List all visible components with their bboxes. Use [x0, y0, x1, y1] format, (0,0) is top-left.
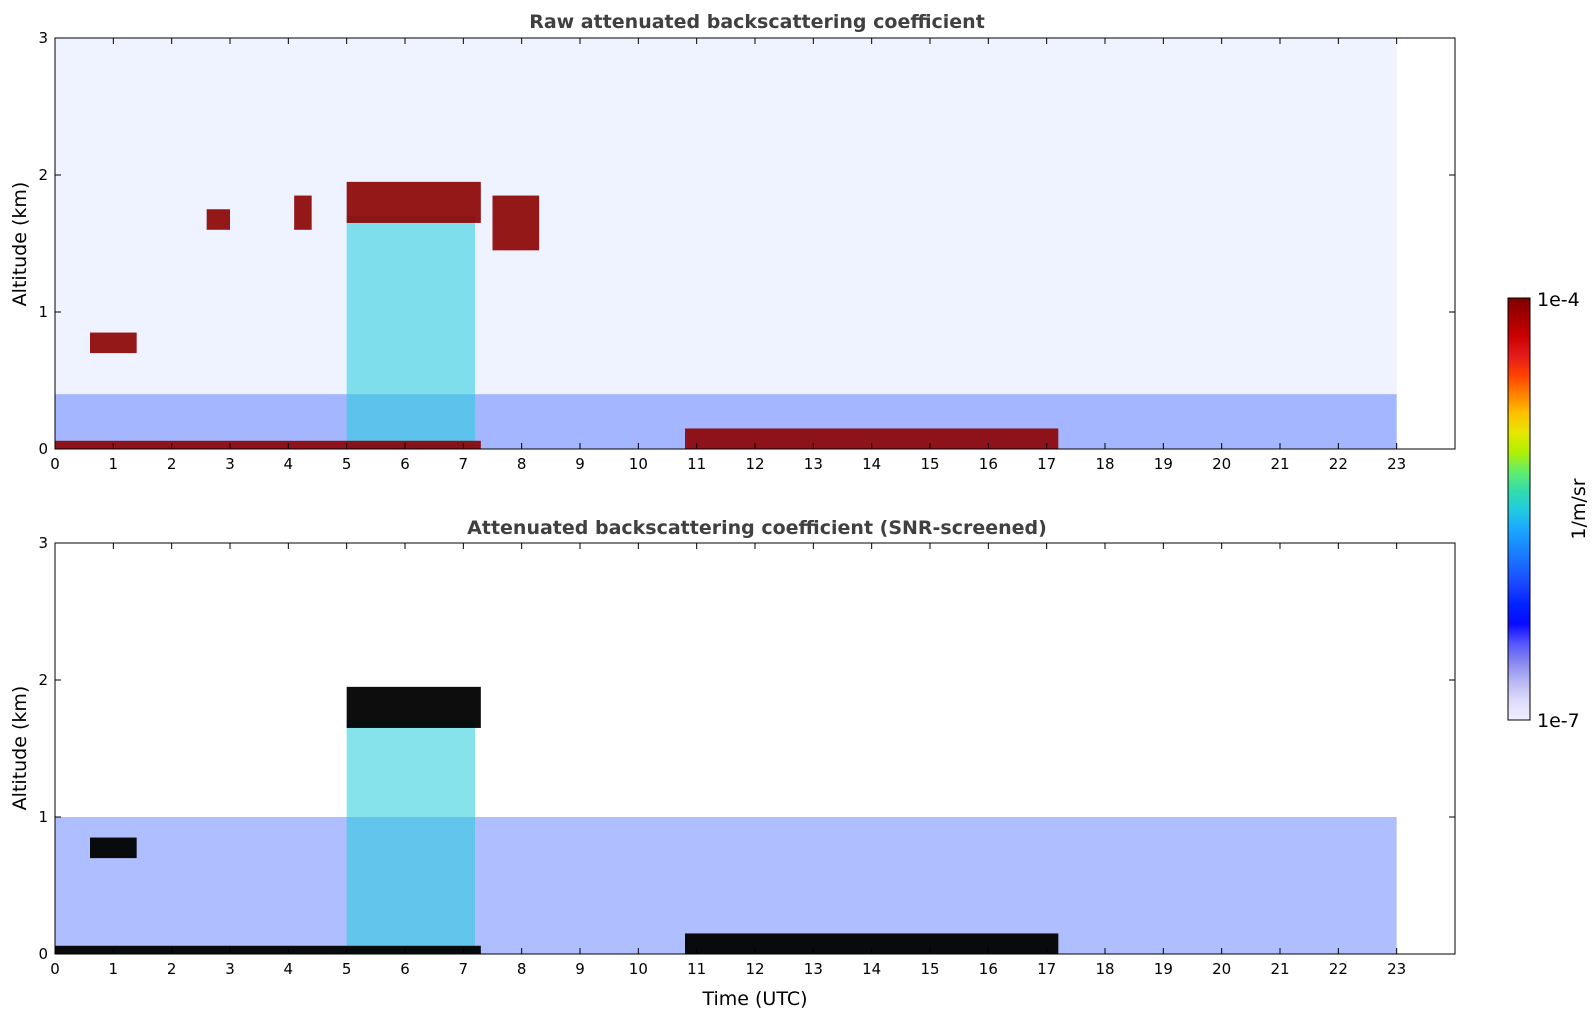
x-tick-label: 6	[400, 455, 410, 473]
x-tick-label: 20	[1212, 455, 1231, 473]
cloud-region	[90, 332, 137, 354]
x-tick-label: 22	[1329, 455, 1348, 473]
precipitation-region	[346, 216, 475, 449]
y-tick-label: 3	[38, 29, 48, 47]
x-tick-label: 0	[50, 960, 60, 978]
x-tick-label: 23	[1387, 960, 1406, 978]
x-tick-label: 21	[1270, 455, 1289, 473]
x-tick-label: 18	[1095, 455, 1114, 473]
x-tick-label: 3	[225, 960, 235, 978]
x-tick-label: 2	[167, 455, 177, 473]
x-tick-label: 16	[979, 455, 998, 473]
cloud-region	[346, 181, 481, 223]
data-coverage-region	[55, 38, 1397, 449]
screened-y-axis-label: Altitude (km)	[9, 686, 31, 811]
x-tick-label: 19	[1154, 960, 1173, 978]
x-tick-label: 16	[979, 960, 998, 978]
screened-panel-title: Attenuated backscattering coefficient (S…	[467, 517, 1047, 539]
screened-panel: Attenuated backscattering coefficient (S…	[9, 517, 1456, 1010]
screened-y-ticks: 0 1 2 3	[38, 534, 1455, 963]
y-tick-label: 3	[38, 534, 48, 552]
colorbar-bottom-label: 1e-7	[1537, 710, 1580, 732]
x-tick-label: 4	[284, 455, 294, 473]
y-tick-label: 0	[38, 440, 48, 458]
raw-y-axis-label: Altitude (km)	[9, 182, 31, 307]
cloud-region	[206, 209, 230, 230]
raw-panel: Raw attenuated backscattering coefficien…	[9, 11, 1456, 473]
y-tick-label: 2	[38, 671, 48, 689]
x-tick-label: 8	[517, 455, 527, 473]
x-tick-label: 23	[1387, 455, 1406, 473]
x-tick-label: 12	[745, 455, 764, 473]
x-tick-label: 11	[687, 960, 706, 978]
x-tick-label: 5	[342, 960, 352, 978]
boundary-layer-region	[55, 817, 1397, 954]
x-tick-label: 21	[1270, 960, 1289, 978]
colorbar-top-label: 1e-4	[1537, 289, 1580, 311]
x-tick-label: 19	[1154, 455, 1173, 473]
x-tick-label: 15	[920, 960, 939, 978]
colorbar-gradient	[1507, 297, 1531, 721]
x-tick-label: 10	[629, 455, 648, 473]
x-tick-label: 7	[459, 455, 469, 473]
raw-panel-title: Raw attenuated backscattering coefficien…	[529, 11, 985, 33]
surface-layer-region	[55, 440, 481, 449]
cloud-region	[90, 837, 137, 859]
y-tick-label: 1	[38, 808, 48, 826]
raw-x-ticks: 0 1 2 3 4 5 6 7 8 9 10 11 12 13 14 15 16 17 18 19 20 21 22 23	[50, 38, 1406, 473]
cloud-region	[492, 195, 540, 251]
surface-layer-region	[685, 428, 1059, 449]
data-coverage-region	[55, 543, 1397, 954]
x-tick-label: 17	[1037, 455, 1056, 473]
raw-y-ticks: 0 1 2 3	[38, 29, 1455, 458]
cloud-region	[294, 195, 312, 230]
x-tick-label: 13	[804, 960, 823, 978]
x-tick-label: 12	[745, 960, 764, 978]
x-tick-label: 3	[225, 455, 235, 473]
colorbar-unit-label: 1/m/sr	[1568, 478, 1590, 539]
precipitation-region	[346, 721, 475, 954]
x-tick-label: 11	[687, 455, 706, 473]
x-tick-label: 15	[920, 455, 939, 473]
x-tick-label: 17	[1037, 960, 1056, 978]
x-tick-label: 0	[50, 455, 60, 473]
x-tick-label: 13	[804, 455, 823, 473]
x-tick-label: 6	[400, 960, 410, 978]
screened-x-ticks: 0 1 2 3 4 5 6 7 8 9 10 11 12 13 14 15 16 17 18 19 20 21 22 23	[50, 543, 1406, 978]
x-tick-label: 1	[109, 960, 119, 978]
x-tick-label: 14	[862, 455, 881, 473]
x-tick-label: 10	[629, 960, 648, 978]
cloud-region	[346, 686, 481, 728]
raw-heatmap	[55, 38, 1397, 449]
y-tick-label: 1	[38, 303, 48, 321]
screened-x-axis-label: Time (UTC)	[701, 988, 807, 1010]
x-tick-label: 2	[167, 960, 177, 978]
x-tick-label: 1	[109, 455, 119, 473]
y-tick-label: 0	[38, 945, 48, 963]
surface-layer-region	[685, 933, 1059, 954]
x-tick-label: 4	[284, 960, 294, 978]
x-tick-label: 20	[1212, 960, 1231, 978]
x-tick-label: 9	[575, 455, 585, 473]
x-tick-label: 5	[342, 455, 352, 473]
x-tick-label: 9	[575, 960, 585, 978]
surface-layer-region	[55, 945, 481, 954]
x-tick-label: 14	[862, 960, 881, 978]
y-tick-label: 2	[38, 166, 48, 184]
x-tick-label: 7	[459, 960, 469, 978]
x-tick-label: 8	[517, 960, 527, 978]
screened-heatmap	[55, 543, 1397, 954]
colorbar: 1e-4 1e-7 1/m/sr	[1507, 289, 1590, 732]
x-tick-label: 18	[1095, 960, 1114, 978]
x-tick-label: 22	[1329, 960, 1348, 978]
